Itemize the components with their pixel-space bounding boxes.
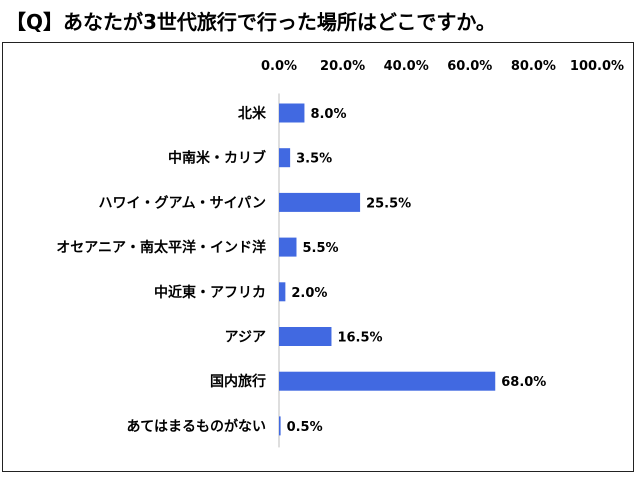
bar [279,237,297,257]
category-label: 中南米・カリブ [168,150,266,167]
bar [279,103,305,123]
x-tick-label: 40.0% [384,59,429,74]
data-label: 25.5% [366,196,411,211]
bar [279,416,281,436]
bar [279,192,361,212]
x-tick-label: 100.0% [570,59,624,74]
category-label: 国内旅行 [210,373,266,390]
bar [279,327,332,346]
category-label: あてはまるものがない [127,418,266,435]
data-label: 0.5% [287,420,323,435]
category-label: オセアニア・南太平洋・インド洋 [56,239,266,256]
category-label: ハワイ・グアム・サイパン [99,194,266,211]
data-label: 16.5% [337,331,382,346]
category-label: 中近東・アフリカ [154,284,266,301]
x-tick-label: 0.0% [261,59,297,74]
data-label: 5.5% [302,241,338,256]
chart-title: 【Q】あなたが3世代旅行で行った場所はどこですか。 [6,10,496,34]
data-label: 3.5% [296,152,332,167]
x-tick-label: 80.0% [511,59,556,74]
data-label: 8.0% [310,107,346,122]
x-tick-label: 60.0% [447,59,492,74]
bar [279,148,291,168]
bar [279,282,286,302]
data-label: 2.0% [291,286,327,301]
chart-frame [2,42,634,472]
bar [279,371,496,391]
category-label: 北米 [238,105,267,122]
category-label: アジア [225,330,266,346]
x-tick-label: 20.0% [320,59,365,74]
data-label: 68.0% [501,375,546,390]
